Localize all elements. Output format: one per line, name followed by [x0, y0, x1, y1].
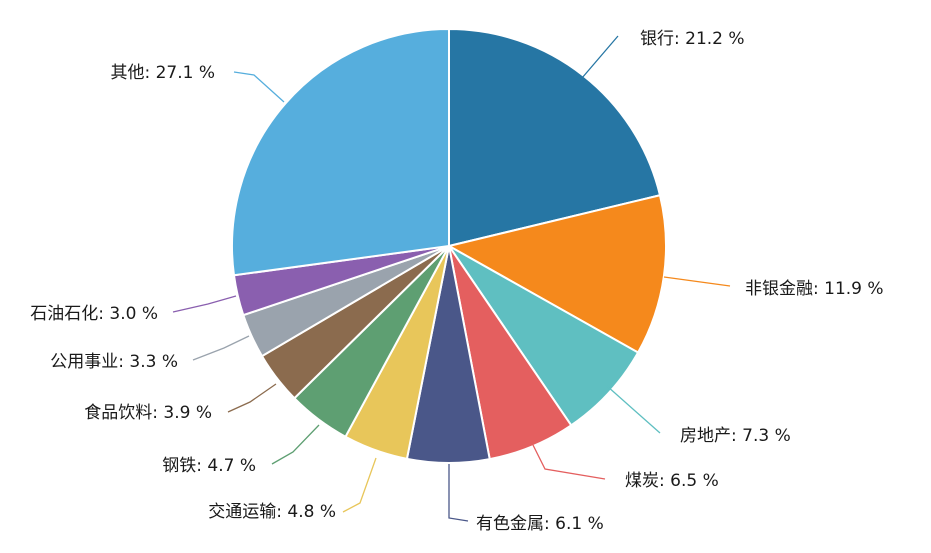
- leader-line-6: [342, 457, 377, 513]
- pie-slice-3: [448, 245, 640, 427]
- slice-label-7: 钢铁: 4.7 %: [162, 456, 256, 476]
- slice-label-6: 交通运输: 4.8 %: [208, 502, 336, 522]
- slice-label-10: 石油石化: 3.0 %: [30, 304, 158, 324]
- leader-line-3: [606, 385, 661, 434]
- slice-label-5: 有色金属: 6.1 %: [476, 514, 604, 534]
- slice-labels: 银行: 21.2 % 非银金融: 11.9 % 房地产: 7.3 % 煤炭: 6.5 …: [30, 29, 883, 534]
- leader-line-2: [663, 276, 731, 287]
- leader-lines: [172, 35, 731, 522]
- slice-label-3: 房地产: 7.3 %: [680, 426, 791, 446]
- slice-label-4: 煤炭: 6.5 %: [625, 471, 719, 491]
- leader-line-9: [192, 335, 250, 361]
- pie-slice-11: [231, 27, 450, 277]
- leader-line-5: [448, 464, 469, 522]
- slice-label-8: 食品饮料: 3.9 %: [84, 403, 212, 423]
- pie-slice-2: [446, 194, 667, 354]
- leader-line-4: [532, 444, 606, 480]
- slice-label-11: 其他: 27.1 %: [110, 63, 215, 83]
- leader-line-11: [233, 71, 285, 103]
- slice-label-1: 银行: 21.2 %: [640, 29, 745, 49]
- pie-slices: [231, 27, 667, 464]
- slice-label-9: 公用事业: 3.3 %: [50, 352, 178, 372]
- leader-line-8: [227, 383, 277, 413]
- leader-line-1: [581, 35, 619, 79]
- leader-line-10: [172, 295, 237, 313]
- leader-line-7: [271, 424, 320, 465]
- slice-label-2: 非银金融: 11.9 %: [745, 279, 884, 299]
